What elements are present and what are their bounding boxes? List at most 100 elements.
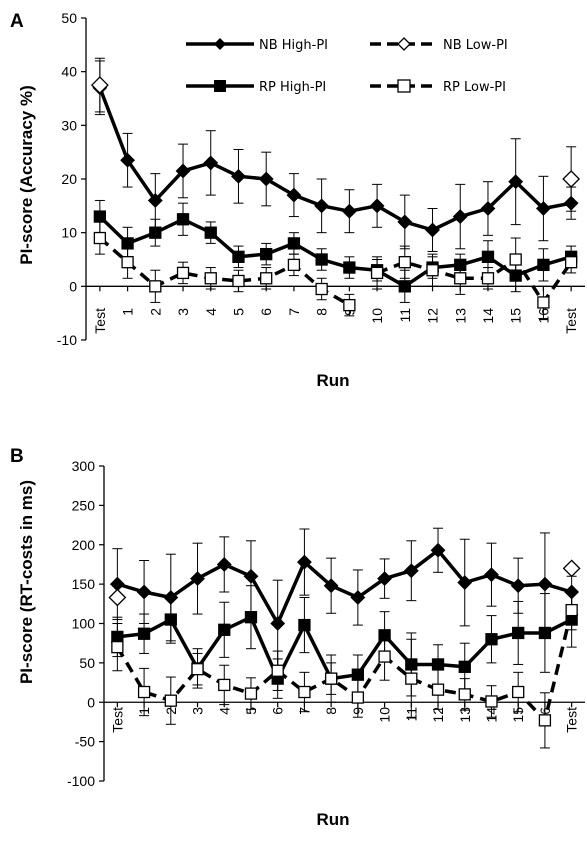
x-tick-label: 4 [216,707,232,715]
data-point-square [431,683,445,696]
x-tick-label: Test [92,308,108,334]
data-point-diamond [258,171,274,187]
data-point-square [298,618,311,632]
data-point-square [512,626,525,640]
data-point-square [485,633,498,646]
series-rp-high-pi [93,199,578,303]
x-axis-label-b: Run [316,810,349,829]
data-point-square [149,280,162,293]
x-tick-label: 8 [314,308,330,316]
data-point-diamond [296,554,312,570]
series-nb-high-pi [109,527,580,668]
x-tick-label: 4 [203,308,219,316]
y-tick-label: 100 [72,616,96,632]
data-point-square [324,672,338,685]
data-point-square [565,603,578,617]
data-point-square [485,695,498,708]
data-point-square [260,272,273,285]
x-tick-label: 15 [510,707,526,723]
series-line [98,236,351,307]
x-tick-label: 7 [286,308,302,316]
data-point-diamond [562,170,581,188]
y-tick-label: 50 [61,10,77,26]
x-tick-label: Test [563,308,579,334]
plot-area-a: -1001020304050Test1234567891011121314151… [57,10,585,348]
panel-letter-a: A [10,11,24,32]
y-axis-label-b: PI-score (RT-costs in ms) [17,480,36,684]
data-point-diamond [425,222,440,238]
data-point-square [454,272,467,285]
x-tick-label: 10 [377,707,393,723]
data-point-square [176,266,190,280]
series-rp-low-pi [93,221,578,320]
data-point-square [271,664,284,677]
data-point-diamond [314,198,330,214]
y-axis-label-a: PI-score (Accuracy %) [17,85,36,265]
data-point-square [481,272,495,285]
series-nb-low-pi [90,57,581,212]
x-tick-label: 8 [323,707,339,715]
data-point-square [218,623,231,636]
data-point-square [509,253,522,266]
data-point-square [164,694,177,707]
data-point-square [398,280,411,293]
x-axis-label-a: Run [316,371,349,390]
data-point-diamond [430,542,446,558]
x-tick-label: 13 [452,308,468,324]
data-point-square [298,685,311,699]
plot-area-b: -100-50050100150200250300Test12345678910… [67,458,585,789]
x-tick-label: 1 [120,308,136,316]
data-point-square [93,210,107,223]
legend-entry-nb-low: NB Low-PI [370,37,508,53]
data-point-diamond [175,163,191,179]
filled-square-marker-icon [214,80,226,92]
y-tick-label: 20 [61,171,77,187]
data-point-square [537,296,550,309]
data-point-diamond [147,193,163,208]
data-point-diamond [120,152,136,168]
data-point-square [191,663,204,676]
data-point-diamond [108,588,127,607]
data-point-square [287,237,301,250]
data-point-square [121,256,134,269]
open-square-marker-icon [397,79,411,93]
data-point-square [137,627,151,640]
data-point-square [405,672,418,685]
data-point-square [204,226,217,239]
data-point-diamond [537,576,553,592]
data-point-square [458,688,471,701]
series-rp-low-pi [111,589,578,749]
data-point-square [378,650,391,663]
x-tick-label: 12 [430,707,446,723]
y-tick-label: -10 [57,332,77,348]
series-line [116,548,573,626]
series-line [115,609,574,723]
data-point-square [481,250,495,263]
y-tick-label: 0 [69,278,77,294]
x-tick-label: 5 [243,707,259,715]
x-tick-label: 12 [425,308,441,324]
y-tick-label: -100 [67,773,95,789]
data-point-diamond [480,201,496,216]
series-line [98,87,572,232]
series-line [117,615,573,681]
data-point-square [315,282,328,296]
data-point-square [315,253,328,266]
data-point-square [287,258,301,272]
x-tick-label: 13 [457,707,473,723]
y-tick-label: -50 [75,734,95,750]
data-point-square [426,264,439,277]
data-point-square [232,250,245,263]
data-point-square [458,660,471,673]
data-point-square [176,213,190,226]
legend-label: NB High-PI [259,38,328,53]
data-point-square [512,685,525,699]
data-point-square [218,678,231,692]
data-point-square [343,261,356,274]
data-point-diamond [377,571,393,587]
y-tick-label: 30 [61,117,77,133]
y-tick-label: 200 [72,537,96,553]
y-tick-label: 0 [87,694,95,710]
x-tick-label: 3 [175,308,191,316]
